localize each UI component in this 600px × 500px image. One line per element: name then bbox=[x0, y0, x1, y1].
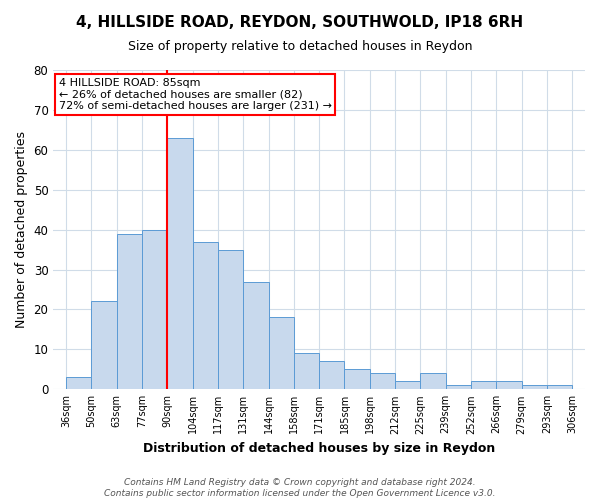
Bar bbox=[522, 386, 547, 390]
Bar bbox=[167, 138, 193, 390]
Bar bbox=[421, 374, 446, 390]
Bar bbox=[370, 374, 395, 390]
Bar bbox=[269, 318, 294, 390]
Bar bbox=[294, 354, 319, 390]
Bar bbox=[496, 382, 522, 390]
Bar bbox=[319, 362, 344, 390]
Bar bbox=[66, 378, 91, 390]
Bar bbox=[243, 282, 269, 390]
Text: 4 HILLSIDE ROAD: 85sqm
← 26% of detached houses are smaller (82)
72% of semi-det: 4 HILLSIDE ROAD: 85sqm ← 26% of detached… bbox=[59, 78, 332, 111]
Bar bbox=[142, 230, 167, 390]
Bar bbox=[446, 386, 471, 390]
Bar bbox=[395, 382, 421, 390]
Bar bbox=[193, 242, 218, 390]
X-axis label: Distribution of detached houses by size in Reydon: Distribution of detached houses by size … bbox=[143, 442, 495, 455]
Bar bbox=[91, 302, 116, 390]
Text: Size of property relative to detached houses in Reydon: Size of property relative to detached ho… bbox=[128, 40, 472, 53]
Bar bbox=[116, 234, 142, 390]
Y-axis label: Number of detached properties: Number of detached properties bbox=[15, 131, 28, 328]
Text: 4, HILLSIDE ROAD, REYDON, SOUTHWOLD, IP18 6RH: 4, HILLSIDE ROAD, REYDON, SOUTHWOLD, IP1… bbox=[76, 15, 524, 30]
Bar bbox=[547, 386, 572, 390]
Bar bbox=[218, 250, 243, 390]
Text: Contains HM Land Registry data © Crown copyright and database right 2024.
Contai: Contains HM Land Registry data © Crown c… bbox=[104, 478, 496, 498]
Bar bbox=[471, 382, 496, 390]
Bar bbox=[344, 370, 370, 390]
